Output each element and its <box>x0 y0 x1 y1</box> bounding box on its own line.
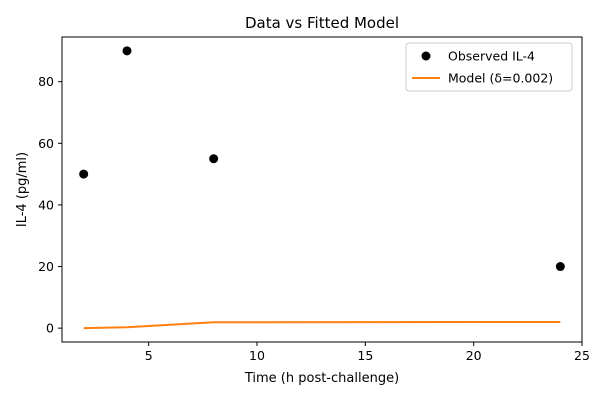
data-point <box>555 262 565 272</box>
x-tick-label: 5 <box>145 348 153 363</box>
x-tick-label: 10 <box>249 348 265 363</box>
y-tick-label: 80 <box>38 74 54 89</box>
data-point <box>122 46 132 56</box>
x-tick-label: 20 <box>466 348 482 363</box>
chart-title: Data vs Fitted Model <box>245 14 399 32</box>
legend-label: Observed IL-4 <box>448 49 535 64</box>
axes-frame <box>61 36 583 343</box>
x-tick-label: 15 <box>357 348 373 363</box>
y-axis-label: IL-4 (pg/ml) <box>15 152 30 227</box>
plot-area <box>79 46 565 330</box>
model-line <box>83 320 561 330</box>
y-axis: 0 20 40 60 80 <box>38 74 62 336</box>
y-tick-label: 60 <box>38 136 54 151</box>
legend-label: Model (δ=0.002) <box>448 71 553 86</box>
y-tick-label: 20 <box>38 259 54 274</box>
legend-box <box>405 42 573 92</box>
y-tick-label: 40 <box>38 197 54 212</box>
data-point <box>209 154 219 164</box>
x-tick-label: 25 <box>574 348 590 363</box>
legend-marker-scatter <box>421 51 431 61</box>
x-axis: 5 10 15 20 25 <box>145 342 590 363</box>
data-point <box>79 169 89 179</box>
y-tick-label: 0 <box>46 321 54 336</box>
legend: Observed IL-4 Model (δ=0.002) <box>405 42 573 92</box>
x-axis-label: Time (h post-challenge) <box>244 371 399 386</box>
